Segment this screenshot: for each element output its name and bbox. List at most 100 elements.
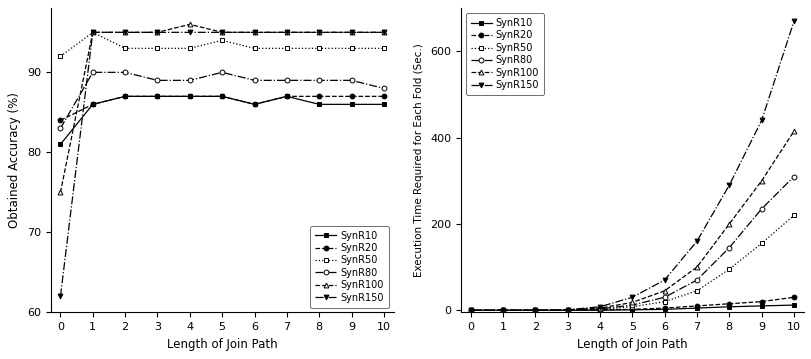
- SynR100: [314, 30, 324, 34]
- SynR80: [249, 78, 259, 83]
- Y-axis label: Execution Time Required for Each Fold (Sec.): Execution Time Required for Each Fold (S…: [414, 43, 424, 277]
- SynR150: [55, 294, 65, 299]
- SynR100: [88, 30, 97, 34]
- SynR80: [379, 86, 388, 90]
- SynR80: [217, 70, 227, 75]
- SynR150: [659, 278, 668, 282]
- SynR100: [379, 30, 388, 34]
- SynR20: [152, 94, 162, 98]
- SynR20: [120, 94, 130, 98]
- SynR10: [562, 308, 572, 312]
- SynR50: [788, 213, 798, 218]
- SynR150: [627, 295, 637, 299]
- SynR10: [152, 94, 162, 98]
- SynR50: [723, 267, 733, 271]
- SynR150: [217, 30, 227, 34]
- SynR10: [465, 308, 474, 312]
- SynR20: [346, 94, 356, 98]
- SynR10: [120, 94, 130, 98]
- SynR100: [120, 30, 130, 34]
- SynR50: [562, 308, 572, 312]
- Line: SynR80: SynR80: [467, 174, 796, 313]
- SynR80: [185, 78, 195, 83]
- SynR100: [152, 30, 162, 34]
- SynR20: [217, 94, 227, 98]
- SynR100: [756, 179, 766, 183]
- SynR20: [379, 94, 388, 98]
- SynR10: [723, 305, 733, 309]
- SynR80: [88, 70, 97, 75]
- SynR50: [217, 38, 227, 42]
- SynR150: [281, 30, 291, 34]
- SynR80: [55, 126, 65, 131]
- SynR50: [465, 308, 474, 312]
- Line: SynR150: SynR150: [58, 30, 386, 299]
- SynR10: [788, 303, 798, 307]
- Line: SynR150: SynR150: [467, 19, 796, 313]
- SynR10: [88, 102, 97, 107]
- SynR50: [627, 305, 637, 309]
- SynR80: [594, 307, 604, 311]
- SynR80: [120, 70, 130, 75]
- SynR80: [691, 278, 701, 282]
- SynR150: [465, 308, 474, 312]
- SynR50: [88, 30, 97, 34]
- SynR10: [497, 308, 507, 312]
- SynR150: [756, 118, 766, 123]
- SynR50: [120, 46, 130, 51]
- Line: SynR50: SynR50: [58, 30, 386, 59]
- SynR150: [314, 30, 324, 34]
- SynR50: [314, 46, 324, 51]
- SynR80: [723, 246, 733, 250]
- SynR80: [659, 295, 668, 299]
- SynR10: [314, 102, 324, 107]
- SynR80: [314, 78, 324, 83]
- SynR20: [249, 102, 259, 107]
- SynR100: [465, 308, 474, 312]
- X-axis label: Length of Join Path: Length of Join Path: [166, 338, 277, 351]
- SynR10: [691, 306, 701, 310]
- SynR10: [659, 307, 668, 312]
- SynR10: [594, 308, 604, 312]
- SynR10: [379, 102, 388, 107]
- SynR20: [185, 94, 195, 98]
- SynR20: [55, 118, 65, 122]
- SynR20: [788, 295, 798, 299]
- SynR10: [281, 94, 291, 98]
- SynR150: [562, 308, 572, 312]
- SynR80: [465, 308, 474, 312]
- SynR50: [185, 46, 195, 51]
- SynR100: [346, 30, 356, 34]
- SynR50: [379, 46, 388, 51]
- SynR100: [55, 190, 65, 195]
- Y-axis label: Obtained Accuracy (%): Obtained Accuracy (%): [8, 92, 21, 228]
- SynR20: [530, 308, 539, 312]
- SynR80: [562, 308, 572, 312]
- SynR50: [346, 46, 356, 51]
- SynR100: [691, 265, 701, 269]
- SynR80: [346, 78, 356, 83]
- SynR10: [217, 94, 227, 98]
- Legend: SynR10, SynR20, SynR50, SynR80, SynR100, SynR150: SynR10, SynR20, SynR50, SynR80, SynR100,…: [465, 13, 543, 95]
- SynR100: [594, 306, 604, 310]
- SynR100: [185, 22, 195, 27]
- SynR20: [88, 102, 97, 107]
- SynR50: [152, 46, 162, 51]
- SynR100: [562, 308, 572, 312]
- SynR150: [530, 308, 539, 312]
- SynR150: [152, 30, 162, 34]
- SynR10: [185, 94, 195, 98]
- SynR20: [562, 308, 572, 312]
- SynR80: [497, 308, 507, 312]
- SynR20: [281, 94, 291, 98]
- SynR150: [723, 183, 733, 187]
- Line: SynR10: SynR10: [58, 94, 386, 147]
- SynR150: [185, 30, 195, 34]
- SynR50: [249, 46, 259, 51]
- SynR20: [465, 308, 474, 312]
- SynR50: [756, 241, 766, 246]
- SynR80: [281, 78, 291, 83]
- SynR20: [627, 307, 637, 312]
- SynR20: [691, 304, 701, 308]
- Line: SynR100: SynR100: [58, 22, 386, 195]
